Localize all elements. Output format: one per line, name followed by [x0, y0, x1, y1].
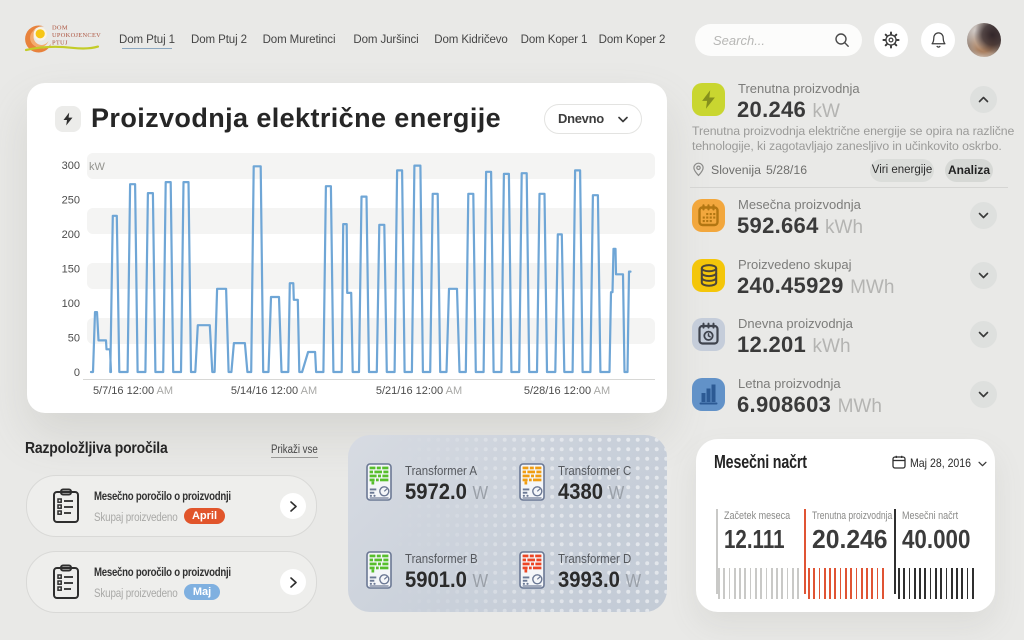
- svg-text:UPOKOJENCEV: UPOKOJENCEV: [52, 32, 101, 39]
- svg-text:5/28/16 12:00 AM: 5/28/16 12:00 AM: [524, 385, 610, 397]
- svg-text:5/14/16 12:00 AM: 5/14/16 12:00 AM: [231, 385, 317, 397]
- svg-text:200: 200: [62, 229, 80, 241]
- svg-text:50: 50: [68, 333, 80, 345]
- svg-text:5/21/16 12:00 AM: 5/21/16 12:00 AM: [376, 385, 462, 397]
- svg-text:150: 150: [62, 264, 80, 276]
- svg-text:DOM: DOM: [52, 25, 68, 32]
- svg-text:0: 0: [74, 367, 80, 379]
- svg-text:PTUJ: PTUJ: [52, 40, 68, 47]
- svg-text:kW: kW: [89, 161, 106, 173]
- svg-text:250: 250: [62, 195, 80, 207]
- svg-text:300: 300: [62, 160, 80, 172]
- svg-text:100: 100: [62, 298, 80, 310]
- svg-text:5/7/16 12:00 AM: 5/7/16 12:00 AM: [93, 385, 173, 397]
